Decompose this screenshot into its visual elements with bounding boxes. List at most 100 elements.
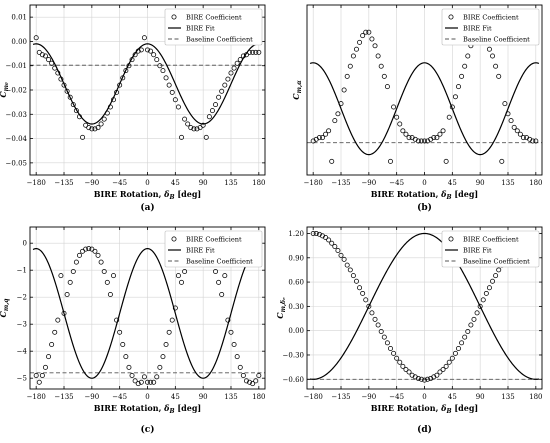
data-point: [126, 364, 132, 370]
y-axis-label: Cm₀: [0, 82, 10, 98]
data-point: [449, 104, 455, 110]
data-point: [222, 273, 228, 279]
panel-caption: (d): [417, 424, 432, 435]
data-point: [188, 125, 194, 131]
data-point: [55, 70, 61, 76]
y-axis-label: Cm,δₑ: [275, 297, 287, 319]
data-point: [213, 269, 219, 275]
data-point: [206, 114, 212, 120]
chart-panel-b: −180 −135 −90 −45 0 45 90 135 180 BIRE Rotation, …: [291, 4, 543, 213]
data-point: [107, 292, 113, 297]
data-point: [213, 102, 219, 108]
data-point: [98, 121, 104, 127]
data-point: [397, 121, 403, 127]
x-tick-label: −45: [389, 179, 404, 187]
x-tick-label: 45: [171, 179, 180, 187]
data-point: [46, 57, 52, 63]
data-point: [225, 76, 231, 82]
data-point: [357, 285, 363, 291]
data-point: [120, 341, 126, 347]
data-point: [234, 354, 240, 360]
x-tick-label: −45: [112, 179, 127, 187]
data-point: [496, 267, 502, 273]
legend-box: [441, 8, 540, 46]
data-point: [179, 279, 184, 285]
data-point: [394, 114, 400, 120]
data-point: [394, 355, 400, 361]
x-axis-label-unit: [deg]: [452, 403, 479, 413]
data-point: [456, 84, 461, 90]
x-tick-label: −135: [54, 179, 73, 187]
data-point: [357, 39, 363, 45]
data-point: [250, 381, 256, 387]
data-point: [384, 84, 390, 90]
data-point: [148, 379, 154, 385]
legend-entry: BIRE Fit: [186, 25, 215, 33]
data-point: [335, 111, 341, 117]
data-point: [194, 126, 200, 132]
data-point: [353, 46, 359, 52]
data-point: [49, 341, 55, 347]
x-tick-label: −45: [389, 393, 404, 401]
data-point: [329, 158, 335, 164]
data-point: [76, 114, 82, 120]
data-point: [166, 82, 172, 88]
x-tick-label: 45: [448, 393, 457, 401]
data-point: [145, 47, 150, 53]
data-point: [505, 111, 511, 117]
data-point: [443, 158, 449, 164]
legend-box: [164, 8, 263, 46]
y-tick-label: −5: [17, 375, 27, 383]
y-axis-label: Cm,α: [291, 80, 303, 100]
data-point: [375, 53, 381, 59]
data-point: [101, 269, 107, 275]
data-point: [163, 341, 169, 347]
data-point: [67, 279, 73, 285]
x-axis-label-unit: [deg]: [452, 189, 479, 199]
chart-panel-c: −180 −135 −90 −45 0 45 90 135 180 0 −1 −2 −3 −4 −5 BIRE…: [0, 226, 266, 435]
y-tick-label: −3: [17, 321, 27, 329]
data-point: [39, 52, 45, 58]
data-point: [117, 329, 123, 335]
data-point: [514, 128, 520, 134]
data-point: [440, 128, 446, 134]
data-point: [185, 121, 191, 127]
data-point: [123, 68, 129, 74]
data-point: [446, 114, 452, 120]
data-point: [243, 378, 249, 384]
legend-entry: Baseline Coefficient: [463, 258, 530, 266]
data-point: [111, 273, 116, 279]
data-point: [95, 252, 101, 258]
x-tick-label: 90: [476, 393, 485, 401]
data-point: [381, 73, 387, 79]
fit-curve: [32, 247, 263, 379]
data-point: [338, 252, 344, 258]
legend-entry: BIRE Fit: [463, 247, 492, 255]
y-tick-label: −0.30: [283, 351, 304, 359]
data-point: [228, 70, 234, 76]
x-tick-label: 135: [501, 393, 514, 401]
data-point: [70, 269, 76, 275]
x-axis-label-symbol: δ: [440, 189, 447, 199]
data-point: [468, 322, 474, 328]
x-tick-label: 0: [422, 393, 426, 401]
data-point: [508, 118, 514, 124]
y-axis-label-symbol: C: [0, 91, 8, 98]
data-point: [52, 65, 58, 71]
y-tick-label: −0.02: [6, 87, 27, 95]
data-point: [378, 329, 384, 334]
x-tick-label: −45: [112, 393, 127, 401]
data-point: [344, 73, 350, 79]
data-point: [247, 49, 253, 55]
data-point: [216, 279, 222, 285]
legend: BIRE Coefficient BIRE Fit Baseline Coeffic…: [164, 230, 263, 268]
data-point: [33, 35, 39, 41]
data-point: [363, 29, 369, 35]
data-point: [418, 376, 424, 382]
data-point: [253, 49, 259, 55]
y-axis-label-subscript: m,q: [3, 298, 10, 311]
data-point: [452, 350, 458, 356]
x-tick-label: 0: [422, 179, 426, 187]
data-point: [104, 279, 110, 285]
x-axis-label: BIRE Rotation, δB [deg]: [371, 403, 478, 415]
